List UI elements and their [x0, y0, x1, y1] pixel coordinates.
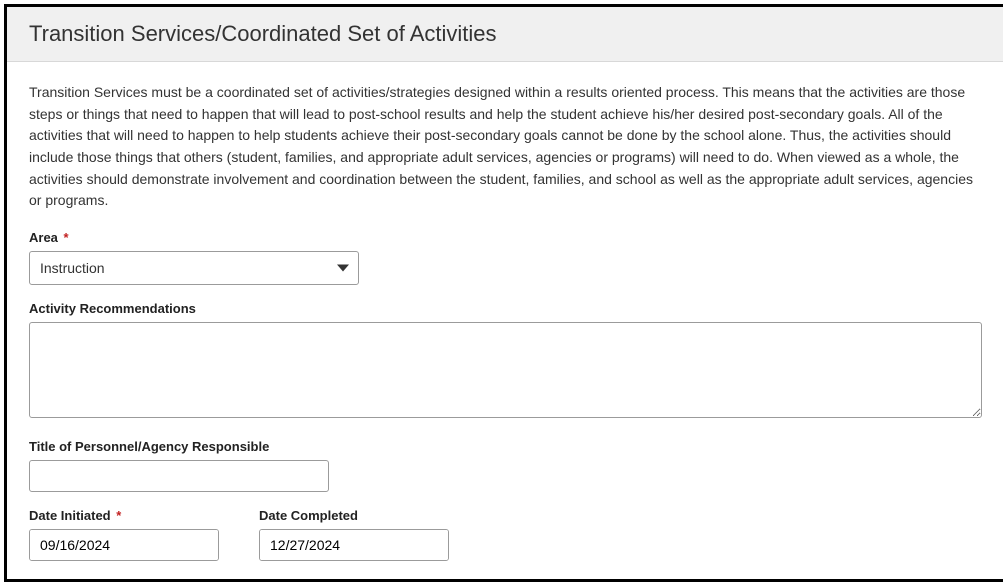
date-initiated-label: Date Initiated * [29, 508, 219, 523]
date-completed-group: Date Completed [259, 508, 449, 561]
area-field-group: Area * Instruction [29, 230, 982, 285]
personnel-input[interactable] [29, 460, 329, 492]
required-indicator: * [64, 230, 69, 245]
date-completed-wrap [259, 529, 449, 561]
personnel-label: Title of Personnel/Agency Responsible [29, 439, 982, 454]
description-text: Transition Services must be a coordinate… [29, 82, 982, 212]
activity-textarea[interactable] [29, 322, 982, 418]
date-initiated-label-text: Date Initiated [29, 508, 111, 523]
area-select[interactable]: Instruction [29, 251, 359, 285]
panel-header: Transition Services/Coordinated Set of A… [7, 7, 1003, 62]
date-initiated-wrap [29, 529, 219, 561]
activity-field-group: Activity Recommendations [29, 301, 982, 423]
area-label: Area * [29, 230, 982, 245]
activity-label: Activity Recommendations [29, 301, 982, 316]
personnel-field-group: Title of Personnel/Agency Responsible [29, 439, 982, 492]
date-initiated-group: Date Initiated * [29, 508, 219, 561]
area-select-wrap: Instruction [29, 251, 359, 285]
panel-title: Transition Services/Coordinated Set of A… [29, 21, 982, 47]
panel-body: Transition Services must be a coordinate… [7, 62, 1003, 579]
form-panel: Transition Services/Coordinated Set of A… [4, 4, 1003, 582]
area-label-text: Area [29, 230, 58, 245]
date-row: Date Initiated * [29, 508, 982, 561]
required-indicator: * [116, 508, 121, 523]
date-completed-label: Date Completed [259, 508, 449, 523]
